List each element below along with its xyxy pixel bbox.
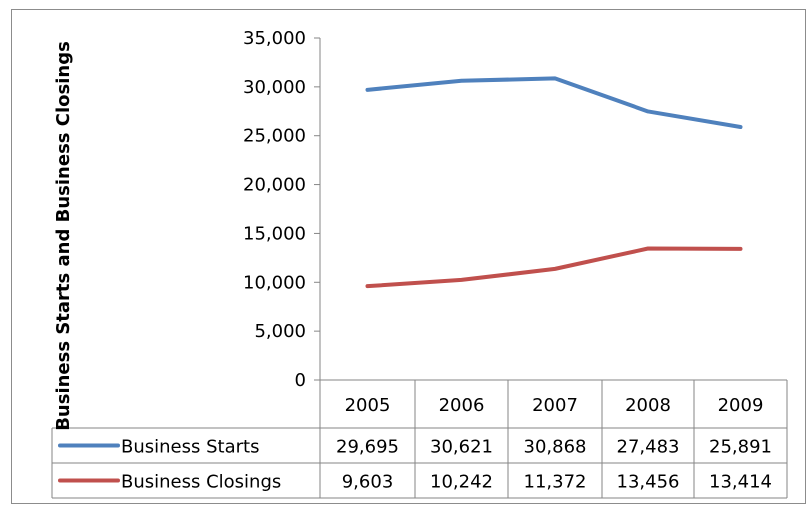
y-tick-label: 15,000 (243, 223, 306, 244)
data-table: 2005 2006 2007 2008 2009 Business Starts 29,69… (51, 379, 788, 499)
x-category-label: 2009 (718, 395, 764, 416)
chart-frame (11, 9, 806, 504)
series-line-1 (365, 246, 743, 289)
y-tick-label: 5,000 (254, 321, 306, 342)
legend-label: Business Closings (121, 472, 281, 493)
series-line-0 (365, 76, 743, 130)
y-tick-label: 35,000 (243, 28, 306, 49)
data-value-label: 13,456 (617, 472, 680, 493)
y-tick-label: 25,000 (243, 126, 306, 147)
x-category-label: 2005 (345, 395, 391, 416)
y-tick-label: 20,000 (243, 175, 306, 196)
data-value-label: 10,242 (430, 472, 493, 493)
data-value-label: 25,891 (709, 437, 772, 458)
y-tick-label: 10,000 (243, 272, 306, 293)
x-category-label: 2007 (532, 395, 578, 416)
data-value-label: 11,372 (524, 472, 587, 493)
y-axis-title: Business Starts and Business Closings (53, 41, 74, 431)
data-value-label: 27,483 (617, 437, 680, 458)
legend-label: Business Starts (121, 437, 259, 458)
y-axis-ticks: 0 5,000 10,000 15,000 20,000 25,000 30,000 35,0… (243, 28, 320, 391)
data-value-label: 30,621 (430, 437, 493, 458)
data-value-label: 13,414 (709, 472, 772, 493)
x-category-label: 2006 (439, 395, 485, 416)
data-value-label: 30,868 (524, 437, 587, 458)
y-tick-label: 30,000 (243, 77, 306, 98)
data-value-label: 29,695 (336, 437, 399, 458)
data-value-label: 9,603 (342, 472, 394, 493)
series-lines (365, 76, 743, 289)
y-tick-label: 0 (295, 370, 306, 391)
x-category-label: 2008 (625, 395, 671, 416)
